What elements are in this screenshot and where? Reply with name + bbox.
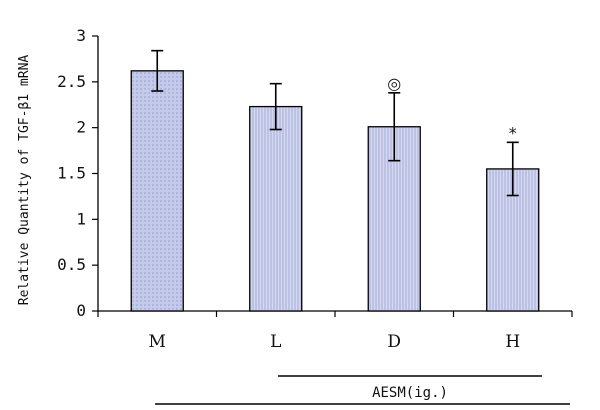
x-tick-label-L: L (270, 332, 281, 352)
y-tick-label: 0 (76, 301, 86, 320)
y-tick-label: 0.5 (57, 255, 86, 274)
y-tick-label: 1 (76, 209, 86, 228)
x-axis (97, 310, 573, 317)
group-label: AESM(ig.) (372, 385, 448, 401)
labels: M L ◎ D * H (149, 74, 521, 352)
bars (130, 49, 540, 312)
x-tick-label-D: D (387, 332, 401, 352)
x-tick-label-M: M (149, 332, 166, 352)
bar-M (130, 70, 184, 312)
y-axis: 0 0.5 1 1.5 2 2.5 3 (57, 26, 99, 320)
y-tick-label: 2.5 (57, 72, 86, 91)
bar-L (249, 105, 303, 312)
significance-mark-H: * (509, 123, 517, 142)
y-tick-label: 1.5 (57, 164, 86, 183)
x-tick-label-H: H (505, 332, 520, 352)
y-tick-label: 3 (76, 26, 86, 45)
significance-mark-D: ◎ (387, 74, 401, 93)
y-axis-label: Relative Quantity of TGF-β1 mRNA (17, 55, 32, 306)
y-tick-label: 2 (76, 118, 86, 137)
